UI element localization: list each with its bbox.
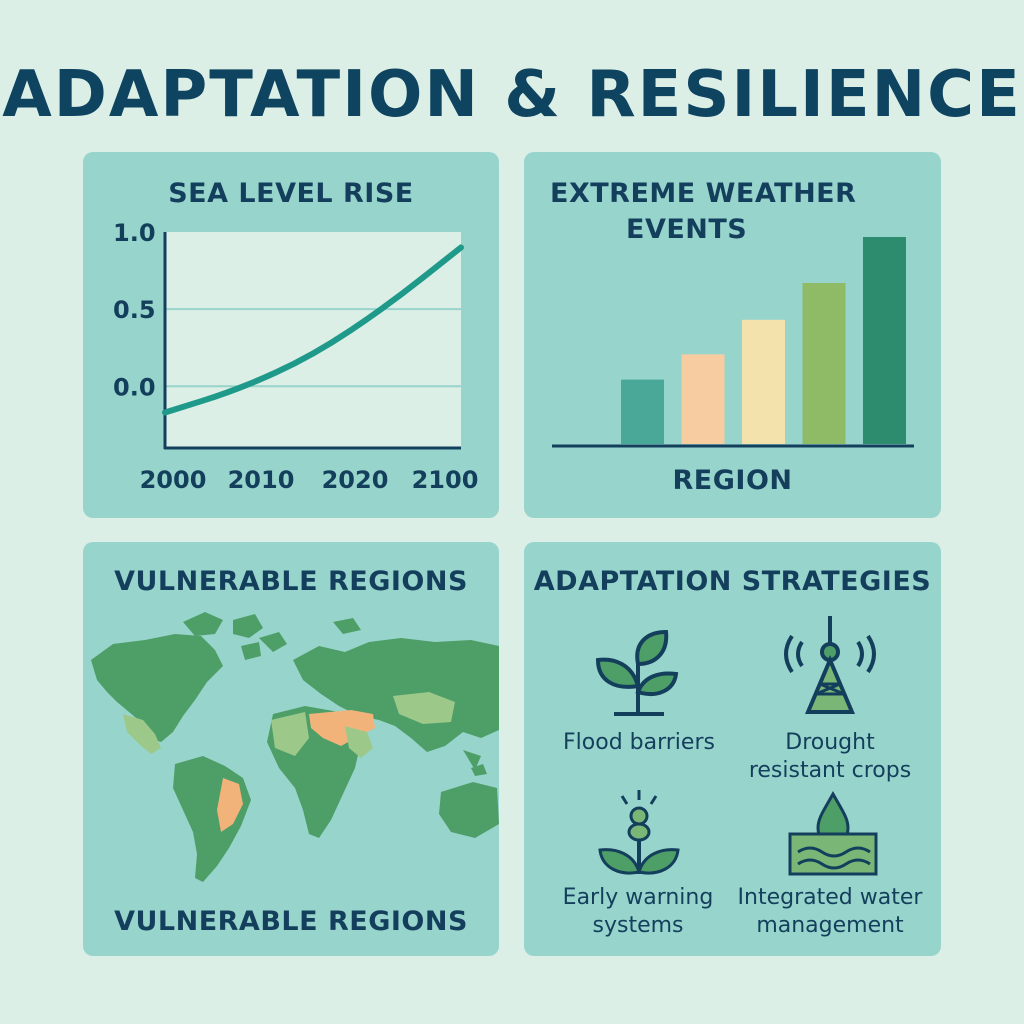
adaptation-strategies-title: ADAPTATION STRATEGIES (533, 566, 932, 597)
middle-east-light-area (345, 726, 373, 758)
strategy-label-integrated-water-management: Integrated water management (737, 885, 923, 938)
sea-level-title: SEA LEVEL RISE (168, 178, 414, 209)
bar (742, 319, 785, 444)
vulnerable-regions-panel: VULNERABLE REGIONS VULNERABL (83, 542, 499, 956)
y-tick-label: 0.0 (113, 373, 156, 401)
y-tick-label: 0.5 (113, 296, 156, 324)
sea-level-line (162, 244, 464, 416)
x-tick-label: 2000 (140, 466, 207, 494)
south-america (173, 756, 251, 882)
plot-area (165, 232, 461, 448)
mexico-vulnerable-area (123, 714, 161, 754)
water-drop-icon (788, 790, 878, 876)
extreme-weather-chart (552, 237, 914, 448)
x-tick-label: 2100 (412, 466, 479, 494)
extreme-weather-title-line1: EXTREME WEATHER (550, 178, 857, 209)
bar (681, 354, 725, 444)
australia (439, 764, 499, 838)
plant-icon (595, 629, 679, 716)
sea-level-panel: SEA LEVEL RISE 1.0 0.5 0.0 2000 2010 2020 2100 (83, 152, 499, 518)
antenna-tower-icon (784, 616, 876, 714)
world-map (91, 612, 499, 882)
africa-light-area (271, 712, 309, 756)
sprout-icon (598, 790, 680, 875)
extreme-weather-title-line2: EVENTS (626, 214, 748, 245)
sahel-vulnerable-area (309, 710, 375, 746)
strategy-label-flood-barriers: Flood barriers (563, 730, 715, 755)
europe-asia (259, 618, 499, 770)
strategy-label-early-warning-systems: Early warning systems (562, 885, 714, 938)
page-title: ADAPTATION & RESILIENCE (2, 58, 1022, 132)
extreme-weather-panel: EXTREME WEATHER EVENTS REGION (524, 152, 941, 518)
bar (802, 283, 846, 444)
extreme-weather-xlabel: REGION (672, 465, 793, 496)
strategy-label-drought-resistant-crops: Drought resistant crops (748, 730, 912, 783)
south-asia-light-area (393, 692, 455, 724)
brazil-vulnerable-area (217, 778, 243, 832)
y-tick-label: 1.0 (113, 219, 156, 247)
vulnerable-regions-caption: VULNERABLE REGIONS (114, 906, 468, 937)
adaptation-strategies-panel: ADAPTATION STRATEGIES Flood barriers Dro… (524, 542, 941, 956)
north-america (91, 612, 263, 742)
bar (621, 379, 664, 444)
x-tick-label: 2020 (322, 466, 389, 494)
x-tick-label: 2010 (228, 466, 295, 494)
sea-level-chart: 1.0 0.5 0.0 2000 2010 2020 2100 (113, 219, 479, 494)
vulnerable-regions-title: VULNERABLE REGIONS (114, 566, 468, 597)
bar (863, 237, 906, 444)
